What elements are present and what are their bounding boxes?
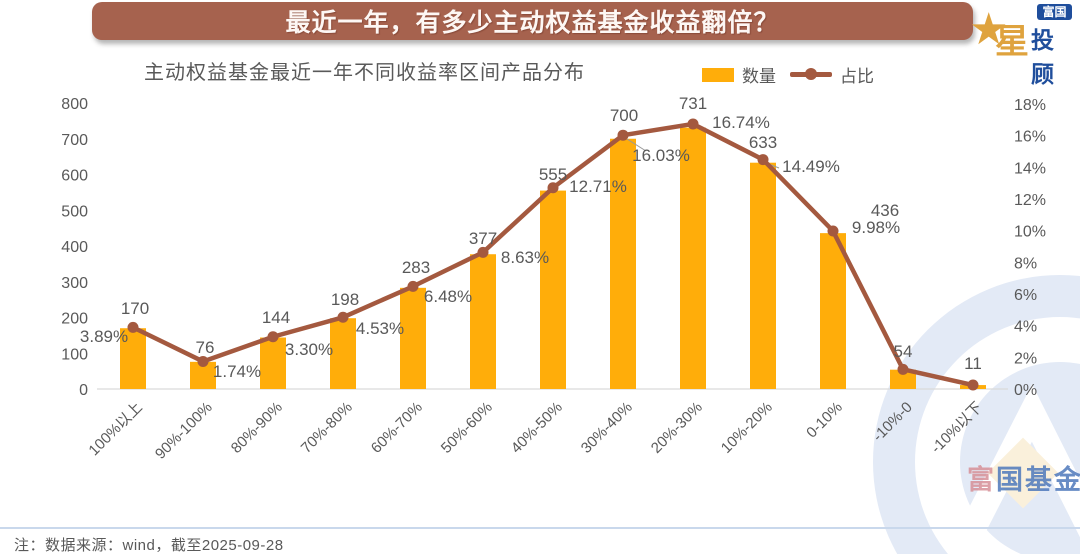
ratio-point-90%-100% bbox=[197, 355, 209, 367]
right-axis-tick: 0% bbox=[1014, 382, 1037, 399]
right-axis-tick: 18% bbox=[1014, 97, 1046, 114]
legend-bar-swatch bbox=[702, 67, 734, 82]
bar-70%-80% bbox=[330, 318, 356, 389]
x-axis-category-label: 50%-60% bbox=[438, 399, 496, 457]
ratio-point--10%-0 bbox=[897, 363, 909, 375]
ratio-value-label: 8.63% bbox=[501, 248, 549, 267]
bar-value-label: 436 bbox=[871, 201, 899, 220]
bar-value-label: 170 bbox=[121, 299, 149, 318]
bar-value-label: 377 bbox=[469, 229, 497, 248]
banner-title: 最近一年，有多少主动权益基金收益翻倍？ bbox=[285, 9, 780, 37]
ratio-value-label: 12.71% bbox=[569, 177, 627, 196]
bar-value-label: 700 bbox=[610, 106, 638, 125]
bar-20%-30% bbox=[680, 127, 706, 389]
left-axis-tick: 700 bbox=[61, 132, 88, 149]
chart-legend: 数量 占比 bbox=[702, 62, 874, 87]
x-axis-category-label: 60%-70% bbox=[368, 399, 426, 457]
x-axis-category-label: 70%-80% bbox=[298, 399, 356, 457]
ratio-point-80%-90% bbox=[267, 331, 279, 343]
source-note: 注：数据来源：wind，截至2025-09-28 bbox=[14, 537, 284, 554]
label-leader-line bbox=[626, 138, 647, 152]
ratio-point-0-10% bbox=[827, 225, 839, 237]
ratio-point-40%-50% bbox=[547, 182, 559, 194]
ratio-value-label: 3.30% bbox=[285, 340, 333, 359]
ratio-value-label: 4.53% bbox=[356, 319, 404, 338]
right-axis-tick: 12% bbox=[1014, 192, 1046, 209]
bar-value-label: 633 bbox=[749, 133, 777, 152]
bar-80%-90% bbox=[260, 337, 286, 389]
x-axis-category-label: 10%-20% bbox=[718, 399, 776, 457]
ratio-point-50%-60% bbox=[477, 246, 489, 258]
x-axis-category-label: 0-10% bbox=[803, 399, 846, 442]
ratio-point-70%-80% bbox=[337, 311, 349, 323]
x-axis-category-label: 30%-40% bbox=[578, 399, 636, 457]
bar-value-label: 198 bbox=[331, 290, 359, 309]
right-axis-tick: 14% bbox=[1014, 160, 1046, 177]
legend-line-label: 占比 bbox=[840, 67, 874, 86]
ratio-value-label: 16.03% bbox=[632, 146, 690, 165]
chart-title: 主动权益基金最近一年不同收益率区间产品分布 bbox=[144, 62, 585, 84]
bar-value-label: 555 bbox=[539, 165, 567, 184]
x-axis-category-label: 20%-30% bbox=[648, 399, 706, 457]
ratio-point-10%-20% bbox=[757, 154, 769, 166]
left-axis-tick: 100 bbox=[61, 346, 88, 363]
bar-30%-40% bbox=[610, 138, 636, 389]
bar-100%以上 bbox=[120, 328, 146, 389]
right-axis-tick: 6% bbox=[1014, 287, 1037, 304]
ratio-value-label: 14.49% bbox=[782, 157, 840, 176]
ratio-value-label: 9.98% bbox=[852, 218, 900, 237]
bar-value-label: 144 bbox=[262, 308, 290, 327]
ratio-point-20%-30% bbox=[687, 118, 699, 130]
right-axis-tick: 10% bbox=[1014, 224, 1046, 241]
ratio-point-30%-40% bbox=[617, 129, 629, 141]
logo-suffix: 投顾 bbox=[1031, 27, 1055, 87]
left-axis-tick: 300 bbox=[61, 275, 88, 292]
right-axis-tick: 16% bbox=[1014, 129, 1046, 146]
brand-logo: ★ 星 富国 投顾 bbox=[969, 4, 1078, 87]
svg-text:富国基金: 富国基金 bbox=[967, 464, 1080, 495]
left-axis-tick: 400 bbox=[61, 239, 88, 256]
ratio-value-label: 16.74% bbox=[712, 113, 770, 132]
x-axis-category-label: 80%-90% bbox=[228, 399, 286, 457]
bar-value-label: 283 bbox=[402, 258, 430, 277]
bar-50%-60% bbox=[470, 254, 496, 389]
logo-badge: 富国 bbox=[1037, 4, 1072, 20]
ratio-value-label: 6.48% bbox=[424, 287, 472, 306]
footer-divider bbox=[0, 527, 1080, 529]
ratio-value-label: 3.89% bbox=[80, 327, 128, 346]
bar-value-label: 731 bbox=[679, 94, 707, 113]
legend-bar-label: 数量 bbox=[742, 67, 776, 86]
x-axis-category-label: 40%-50% bbox=[508, 399, 566, 457]
bar-40%-50% bbox=[540, 190, 566, 389]
ratio-point-60%-70% bbox=[407, 280, 419, 292]
banner: 最近一年，有多少主动权益基金收益翻倍？ bbox=[92, 2, 973, 40]
bar-60%-70% bbox=[400, 287, 426, 389]
logo-star-char: 星 bbox=[995, 23, 1029, 61]
bar--10%-0 bbox=[890, 369, 916, 389]
fullgoal-watermark: 富国基金 bbox=[873, 275, 1080, 554]
ratio-point-100%以上 bbox=[127, 321, 139, 333]
right-axis-tick: 8% bbox=[1014, 255, 1037, 272]
ratio-point--10%以下 bbox=[967, 379, 979, 391]
left-axis-tick: 0 bbox=[79, 382, 88, 399]
left-axis-tick: 200 bbox=[61, 311, 88, 328]
right-axis-tick: 2% bbox=[1014, 350, 1037, 367]
star-icon: ★ bbox=[969, 5, 1009, 54]
left-axis-tick: 500 bbox=[61, 203, 88, 220]
bar-value-label: 11 bbox=[964, 354, 982, 373]
bar-value-label: 76 bbox=[196, 338, 215, 357]
left-axis-tick: 600 bbox=[61, 168, 88, 185]
left-axis-tick: 800 bbox=[61, 96, 88, 113]
ratio-value-label: 1.74% bbox=[213, 362, 261, 381]
bar-10%-20% bbox=[750, 162, 776, 389]
bar-value-label: 54 bbox=[894, 342, 913, 361]
bar-0-10% bbox=[820, 233, 846, 389]
x-axis-category-label: 90%-100% bbox=[152, 399, 216, 463]
legend-line-swatch bbox=[790, 68, 832, 80]
right-axis-tick: 4% bbox=[1014, 319, 1037, 336]
x-axis-category-label: 100%以上 bbox=[85, 399, 145, 459]
legend-line-dot bbox=[805, 68, 817, 80]
